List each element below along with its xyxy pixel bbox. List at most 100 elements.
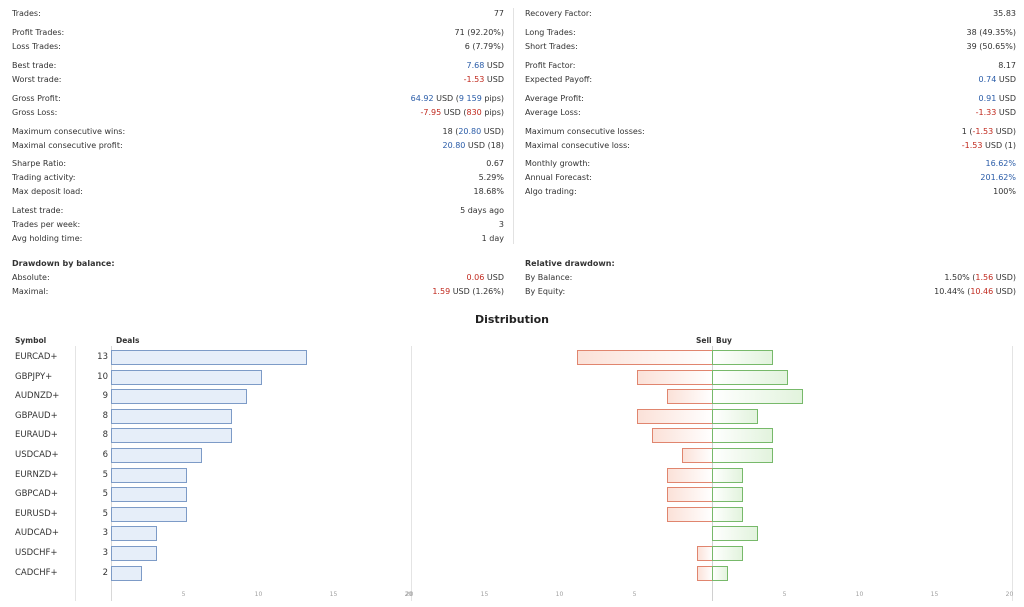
stat-label: Monthly growth:	[525, 159, 591, 168]
stat-label: Annual Forecast:	[525, 173, 592, 182]
buy-bar	[712, 566, 728, 581]
stat-label: Gross Loss:	[12, 108, 58, 117]
stat-value-main: -1.33	[975, 108, 997, 117]
deals-bar	[111, 370, 262, 385]
stat-label: Maximal consecutive profit:	[12, 141, 123, 150]
stat-label: Maximum consecutive losses:	[525, 127, 645, 136]
stat-value: 64.92 USD (9 159 pips)	[411, 93, 504, 105]
stat-row: Average Loss: -1.33 USD	[525, 107, 1016, 119]
sellbuy-tick-label: 20	[405, 591, 414, 598]
symbol-label: EURNZD+	[15, 469, 59, 480]
stat-value-main: 35.83	[993, 9, 1016, 18]
stat-row: Loss Trades: 6 (7.79%)	[12, 41, 504, 53]
stat-value-suffix: USD (	[433, 94, 459, 103]
stat-row: Latest trade: 5 days ago	[12, 205, 504, 217]
stat-label: Expected Payoff:	[525, 75, 593, 84]
stat-value-suffix: USD (1)	[982, 141, 1016, 150]
stat-value-suffix: USD	[996, 75, 1016, 84]
stat-value: 1.50% (1.56 USD)	[944, 272, 1016, 284]
stat-label: Worst trade:	[12, 75, 62, 84]
deals-tick-label: 10	[254, 591, 263, 598]
stat-value-main: -1.53	[463, 75, 485, 84]
stat-value: 0.06 USD	[467, 272, 504, 284]
stat-value: 1.59 USD (1.26%)	[432, 286, 504, 298]
sell-bar	[667, 487, 713, 502]
stat-value-main: 100%	[993, 187, 1016, 196]
distribution-title: Distribution	[474, 313, 550, 326]
symbol-label: CADCHF+	[15, 567, 58, 578]
deals-count: 13	[97, 352, 108, 362]
sellbuy-tick-label: 5	[632, 591, 637, 598]
stat-row: Algo trading: 100%	[525, 186, 1016, 198]
deals-bar	[111, 487, 187, 502]
stat-value: 6 (7.79%)	[465, 41, 504, 53]
stat-label: Maximum consecutive wins:	[12, 127, 126, 136]
deals-bar	[111, 389, 247, 404]
stat-value: -1.53 USD (1)	[962, 140, 1016, 152]
sellbuy-tick-label: 10	[555, 591, 564, 598]
stat-value-main: 5 days ago	[460, 206, 504, 215]
stat-value: 1 (-1.53 USD)	[962, 126, 1016, 138]
stat-value-suffix: USD	[484, 61, 504, 70]
stat-value: 35.83	[993, 8, 1016, 20]
stat-value: 5.29%	[479, 172, 504, 184]
stat-value: -1.33 USD	[976, 107, 1016, 119]
deals-tick-label: 5	[181, 591, 186, 598]
sellbuy-tick-label: 5	[782, 591, 787, 598]
drawdown-balance-title: Drawdown by balance:	[12, 258, 504, 270]
stat-row: Trades per week: 3	[12, 219, 504, 231]
stat-value: 1 day	[482, 233, 504, 245]
stat-value: 0.91 USD	[979, 93, 1016, 105]
stat-label: Absolute:	[12, 273, 50, 282]
stat-row: Annual Forecast: 201.62%	[525, 172, 1016, 184]
sellbuy-tick-label: 20	[1005, 591, 1014, 598]
deals-count: 9	[102, 391, 108, 402]
stat-label: Short Trades:	[525, 42, 578, 51]
stat-label: Algo trading:	[525, 187, 577, 196]
buy-bar	[712, 487, 743, 502]
symbol-label: GBPAUD+	[15, 410, 58, 421]
deals-count: 10	[97, 371, 108, 382]
sell-bar	[577, 350, 713, 365]
stat-value-main: -1.53	[972, 127, 994, 136]
stat-value-prefix: 1.50% (	[944, 273, 976, 282]
stat-label: Latest trade:	[12, 206, 64, 215]
stat-row: Trades: 77	[12, 8, 504, 20]
stat-value-suffix: USD (	[441, 108, 467, 117]
stat-value: -1.53 USD	[464, 74, 504, 86]
stat-row: Short Trades: 39 (50.65%)	[525, 41, 1016, 53]
relative-drawdown-row: By Balance: 1.50% (1.56 USD)	[525, 272, 1016, 284]
stat-value: 16.62%	[985, 158, 1016, 170]
stat-row: Trading activity: 5.29%	[12, 172, 504, 184]
deals-bar	[111, 409, 232, 424]
sell-bar	[667, 507, 713, 522]
deals-count: 5	[102, 489, 108, 500]
stat-value-main: 1 day	[481, 234, 504, 243]
stat-value-suffix: USD (18)	[465, 141, 504, 150]
stat-value: 7.68 USD	[467, 60, 504, 72]
buy-header: Buy	[716, 336, 732, 345]
deals-bar	[111, 507, 187, 522]
buy-bar	[712, 468, 743, 483]
stat-row: Monthly growth: 16.62%	[525, 158, 1016, 170]
relative-drawdown-title: Relative drawdown:	[525, 258, 1016, 270]
stat-value-main: 64.92	[410, 94, 434, 103]
relative-drawdown-row: By Equity: 10.44% (10.46 USD)	[525, 286, 1016, 298]
symbol-label: USDCHF+	[15, 548, 58, 558]
stat-value: 38 (49.35%)	[967, 27, 1016, 39]
stat-label: By Equity:	[525, 287, 566, 296]
stat-value: -7.95 USD (830 pips)	[420, 107, 504, 119]
buy-bar	[712, 350, 773, 365]
symbol-label: GBPJPY+	[15, 371, 53, 382]
stat-value-main: 201.62%	[980, 173, 1016, 182]
stat-label: By Balance:	[525, 273, 573, 282]
deals-count: 2	[102, 567, 108, 578]
stat-label: Trading activity:	[12, 173, 76, 182]
stat-row: Avg holding time: 1 day	[12, 233, 504, 245]
stat-value-main: 0.67	[486, 159, 504, 168]
stat-row: Maximal consecutive loss: -1.53 USD (1)	[525, 140, 1016, 152]
stat-value-main: -1.53	[961, 141, 983, 150]
stat-value-pips: 9 159	[458, 94, 482, 103]
buy-bar	[712, 389, 803, 404]
